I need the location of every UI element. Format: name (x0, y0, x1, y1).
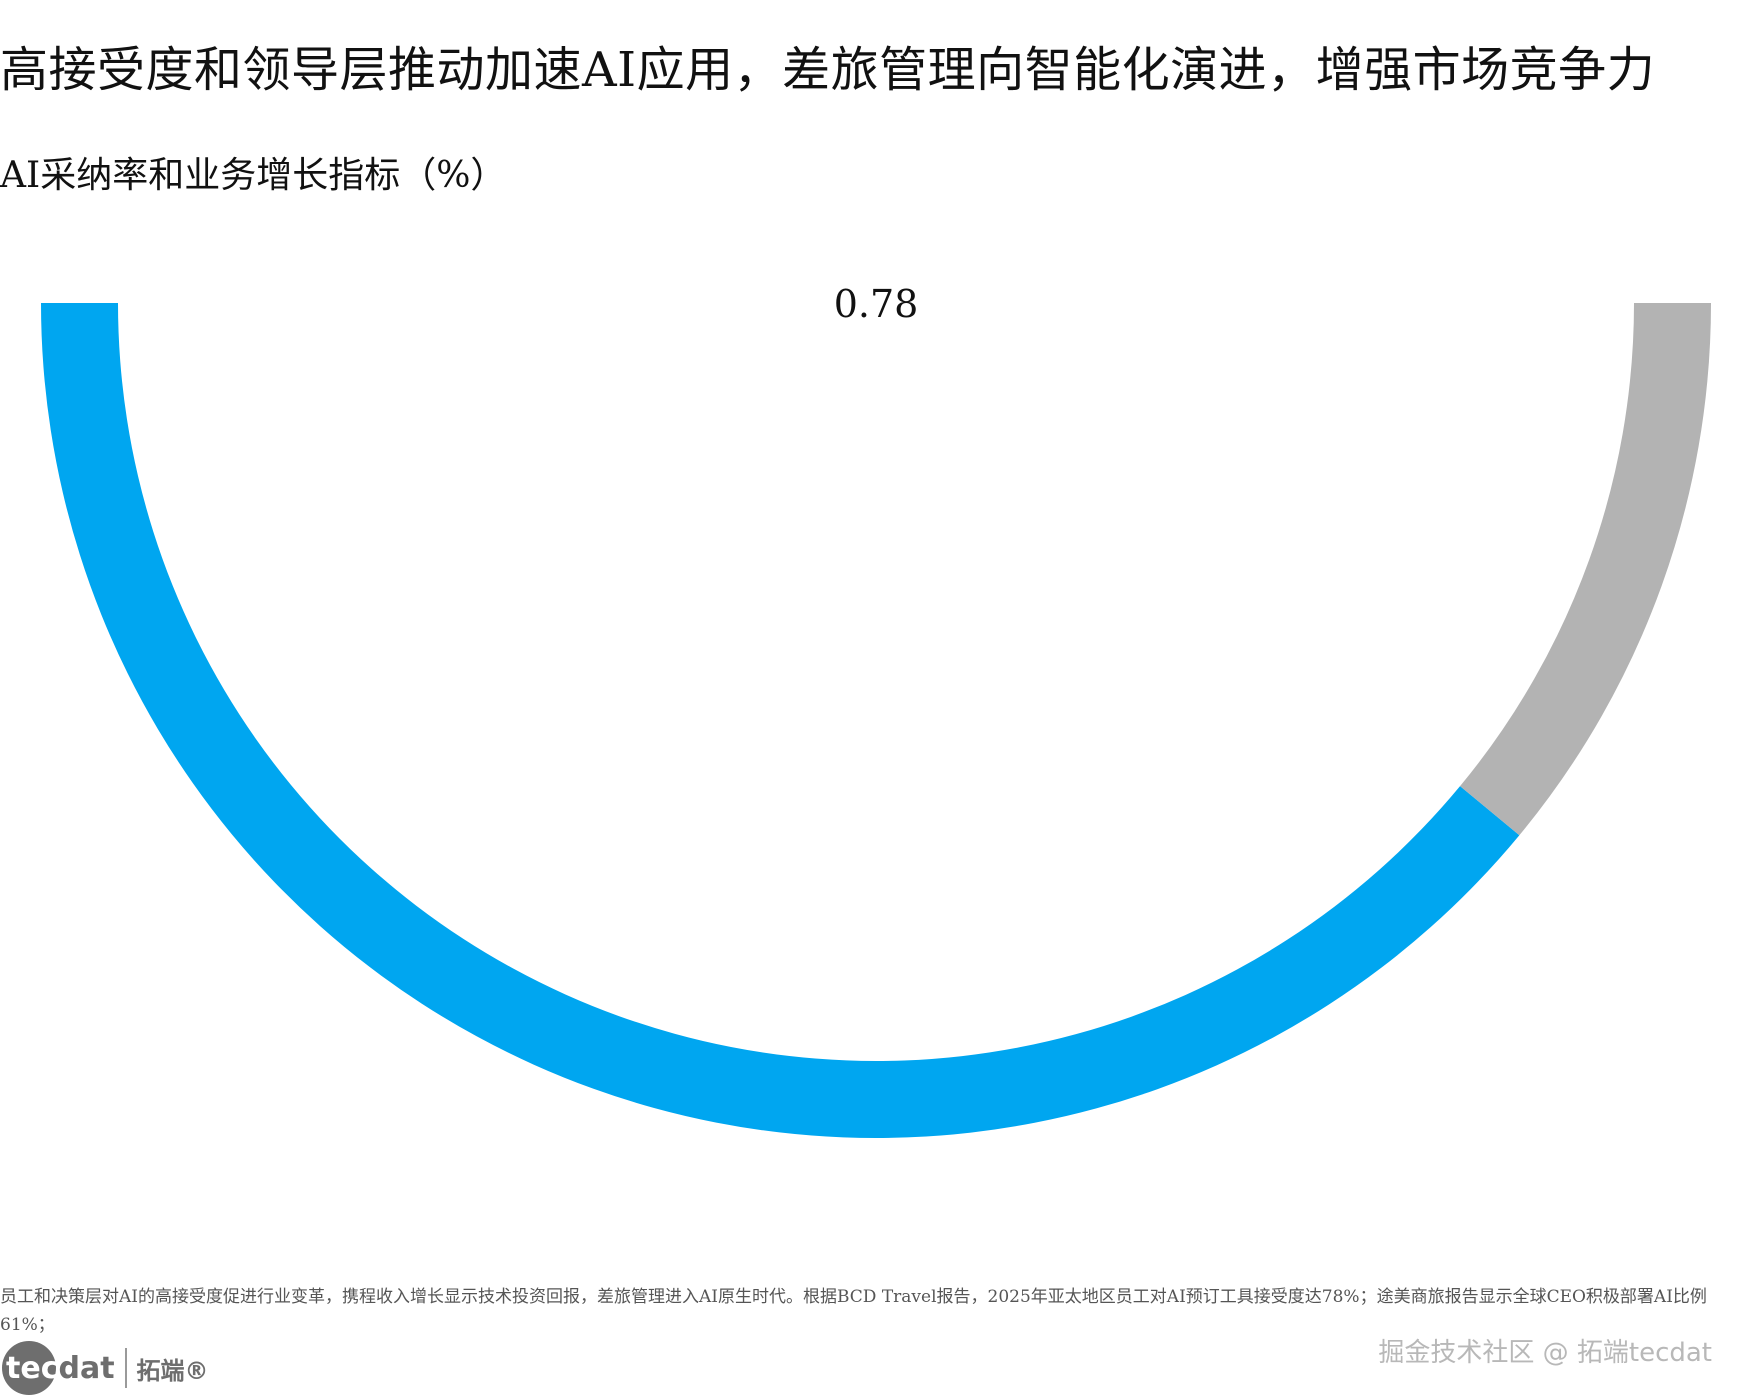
logo-dat-text: dat (58, 1350, 115, 1386)
watermark-text: 掘金技术社区 @ 拓端tecdat (1378, 1338, 1712, 1368)
logo-divider (124, 1348, 127, 1388)
gauge-value-label: 0.78 (834, 282, 919, 326)
footnote-text: 员工和决策层对AI的高接受度促进行业变革，携程收入增长显示技术投资回报，差旅管理… (0, 1287, 1707, 1335)
logo-cn-text: 拓端® (136, 1356, 209, 1385)
chart-title: 高接受度和领导层推动加速AI应用，差旅管理向智能化演进，增强市场竞争力 (0, 42, 1656, 98)
logo-badge-icon (2, 1341, 56, 1395)
gauge-filled-arc (41, 303, 1520, 1138)
gauge-remainder-arc (1460, 303, 1711, 836)
logo-tec-text: tec (6, 1350, 59, 1386)
chart-subtitle: AI采纳率和业务增长指标（%） (0, 155, 507, 196)
tecdat-logo: tec dat 拓端® (0, 1340, 209, 1396)
